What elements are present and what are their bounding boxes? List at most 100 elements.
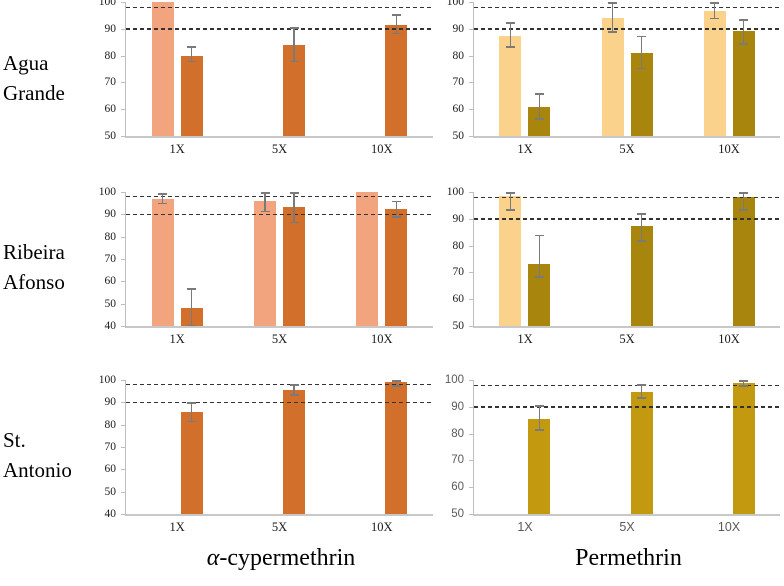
y-tick-mark [121,469,125,471]
x-tick-label: 1X [517,332,533,346]
y-tick-mark [121,214,125,216]
error-bar [289,27,299,63]
y-tick-label: 60 [452,293,465,306]
chart-st-antonio-alpha-cypermethrin: 1X 5X 10X 40 50 60 70 80 90 100 [95,374,437,534]
x-tick-label: 10X [717,520,741,534]
bar-light-1X [499,35,522,136]
x-tick-label: 1X [517,520,533,534]
y-tick-mark [121,109,125,111]
y-tick-mark [469,272,473,274]
error-bar [739,19,748,45]
plot-area: 1X 5X 10X [473,2,780,156]
y-tick-mark [121,514,125,515]
bar-light-1X [151,2,174,136]
y-tick-label: 60 [452,103,465,116]
x-tick-label: 5X [619,142,635,156]
y-tick-mark [121,82,125,84]
y-tick-label: 90 [104,396,117,409]
x-axis-label-alpha-cypermethrin: α-cypermethrin [206,545,356,571]
chart-ribeira-afonso-permethrin: 1X 5X 10X 50 60 70 80 90 100 [437,186,784,346]
bar-dark-1X [528,418,551,514]
y-tick-mark [469,109,473,111]
x-tick-label: 10X [718,142,740,156]
y-tick-label: 100 [98,186,116,198]
chart-agua-grande-permethrin: 1X 5X 10X 50 60 70 80 90 100 [437,0,784,156]
error-bar [534,93,544,120]
bar-light-10X [356,192,379,326]
y-tick-mark [469,433,473,435]
y-tick-label: 50 [104,297,117,310]
error-bar [187,402,197,423]
chart-st-antonio-permethrin: 1X 5X 10X 50 60 70 80 90 100 [437,374,784,534]
error-bar [637,384,646,399]
reference-line [474,196,780,199]
reference-line [474,384,780,387]
error-bar [158,193,168,205]
y-tick-mark [121,281,125,283]
y-tick-label: 90 [104,22,117,35]
x-tick-label: 10X [371,332,393,346]
bar-dark-1X [180,412,203,514]
reference-line [474,28,780,30]
y-tick-label: 90 [452,212,465,225]
y-tick-label: 50 [452,320,465,332]
y-tick-mark [121,28,125,30]
y-tick-label: 100 [98,0,116,8]
reference-line [126,213,433,216]
error-bar [187,288,197,326]
y-tick-mark [121,192,125,193]
y-tick-label: 90 [452,22,465,35]
bar-dark-10X [732,197,755,326]
bar-light-10X [703,11,726,136]
reference-line [126,195,433,198]
y-tick-mark [121,136,125,137]
y-tick-mark [469,406,473,408]
error-bar [505,192,515,211]
y-tick-label: 70 [104,441,117,453]
error-bar [391,200,401,218]
bar-dark-10X [385,24,408,136]
y-tick-label: 60 [451,481,464,494]
y-tick-label: 80 [104,49,117,62]
error-bar [391,380,401,387]
y-tick-label: 100 [444,374,464,386]
y-tick-label: 100 [98,374,116,386]
reference-line [126,28,433,30]
bar-light-5X [254,200,276,326]
y-tick-mark [469,245,473,247]
bar-dark-1X [180,55,203,136]
plot-area: 1X 5X 10X [473,380,780,534]
y-tick-label: 50 [452,130,465,142]
x-tick-label: 1X [517,142,533,156]
y-tick-mark [121,402,125,404]
error-bar [637,213,646,242]
error-bar [534,405,544,431]
error-bar [710,2,719,20]
bar-dark-10X [732,31,755,136]
plot-area: 1X 5X 10X [473,192,780,346]
row-label-st-antonio: St. Antonio [3,427,72,482]
error-bar [637,35,646,69]
x-tick-label: 1X [169,142,185,156]
reference-line [126,6,433,9]
x-tick-label: 5X [619,332,635,346]
bar-dark-5X [630,225,653,326]
chart-ribeira-afonso-alpha-cypermethrin: 1X 5X 10X 40 50 60 70 80 90 100 [95,186,437,346]
y-tick-mark [121,2,125,3]
x-tick-label: 1X [169,520,185,534]
y-tick-mark [469,192,473,193]
error-bar [187,46,197,63]
y-tick-label: 60 [104,275,117,288]
bar-light-5X [601,18,624,136]
y-tick-mark [121,236,125,238]
bar-dark-5X [630,52,653,136]
bar-dark-5X [283,206,305,326]
y-tick-mark [469,487,473,489]
bar-light-1X [499,196,522,326]
y-tick-mark [469,55,473,57]
x-axis-label-permethrin: Permethrin [575,545,682,571]
error-bar [505,22,515,48]
x-tick-label: 10X [371,520,393,534]
bar-light-1X [151,198,174,326]
